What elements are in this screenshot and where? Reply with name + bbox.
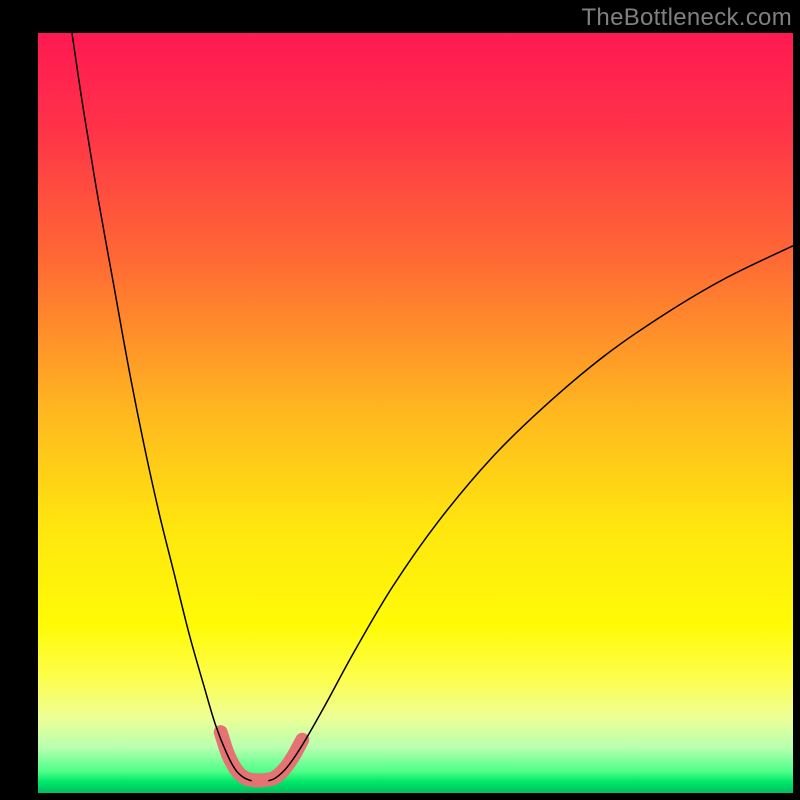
chart-container: TheBottleneck.com [0, 0, 800, 800]
gradient-background [38, 33, 793, 793]
watermark-label: TheBottleneck.com [581, 4, 792, 32]
plot-area [38, 33, 793, 793]
